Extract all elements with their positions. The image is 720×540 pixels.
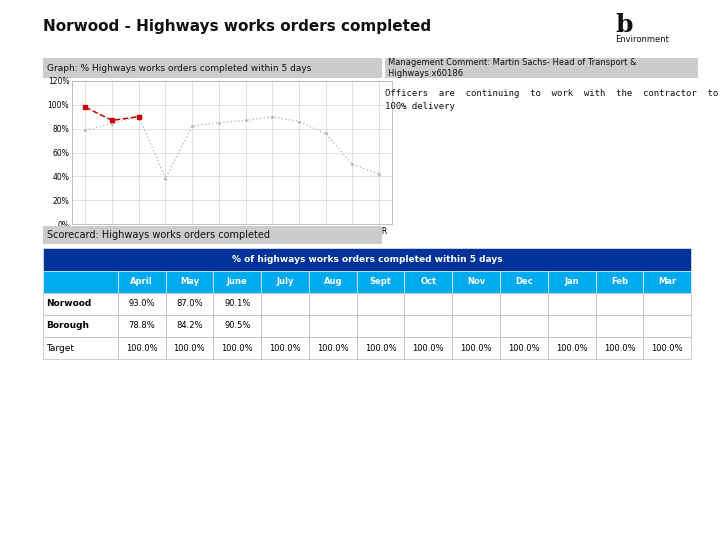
Bar bbox=[309, 271, 356, 293]
Text: Norwood: Norwood bbox=[46, 299, 91, 308]
Text: b: b bbox=[616, 14, 633, 37]
Bar bbox=[500, 293, 548, 315]
Bar bbox=[500, 337, 548, 359]
Bar bbox=[644, 337, 691, 359]
Bar bbox=[548, 293, 595, 315]
Text: 100.0%: 100.0% bbox=[508, 343, 540, 353]
Bar bbox=[595, 293, 644, 315]
Text: Jan: Jan bbox=[564, 277, 579, 286]
Bar bbox=[213, 293, 261, 315]
Text: 90.5%: 90.5% bbox=[224, 321, 251, 330]
Bar bbox=[213, 315, 261, 337]
Bar bbox=[43, 293, 118, 315]
Bar bbox=[309, 315, 356, 337]
Bar bbox=[405, 337, 452, 359]
Bar bbox=[405, 315, 452, 337]
Text: Norwood - Highways works orders completed: Norwood - Highways works orders complete… bbox=[43, 19, 431, 34]
Text: 100.0%: 100.0% bbox=[460, 343, 492, 353]
Text: 100.0%: 100.0% bbox=[174, 343, 205, 353]
Text: 100.0%: 100.0% bbox=[413, 343, 444, 353]
Text: May: May bbox=[180, 277, 199, 286]
Text: Environment: Environment bbox=[616, 35, 670, 44]
Bar bbox=[261, 271, 309, 293]
Text: 100.0%: 100.0% bbox=[365, 343, 397, 353]
Bar bbox=[166, 337, 213, 359]
Bar bbox=[309, 293, 356, 315]
Bar bbox=[261, 315, 309, 337]
Bar bbox=[595, 315, 644, 337]
Text: % of highways works orders completed within 5 days: % of highways works orders completed wit… bbox=[232, 255, 503, 264]
Text: 100.0%: 100.0% bbox=[317, 343, 348, 353]
Bar bbox=[452, 293, 500, 315]
Text: 93.0%: 93.0% bbox=[128, 299, 155, 308]
Bar bbox=[644, 271, 691, 293]
Text: Feb: Feb bbox=[611, 277, 628, 286]
Text: June: June bbox=[227, 277, 248, 286]
Text: Target: Target bbox=[46, 343, 74, 353]
Text: 78.8%: 78.8% bbox=[128, 321, 155, 330]
Bar bbox=[644, 293, 691, 315]
Text: 90.1%: 90.1% bbox=[224, 299, 251, 308]
Bar bbox=[548, 337, 595, 359]
Bar bbox=[644, 315, 691, 337]
Text: Borough: Borough bbox=[46, 321, 89, 330]
Bar bbox=[213, 337, 261, 359]
Bar bbox=[452, 271, 500, 293]
Text: Graph: % Highways works orders completed within 5 days: Graph: % Highways works orders completed… bbox=[47, 64, 311, 72]
Bar bbox=[356, 293, 405, 315]
Bar bbox=[43, 337, 118, 359]
Bar bbox=[43, 248, 691, 271]
Bar bbox=[452, 337, 500, 359]
Bar bbox=[356, 337, 405, 359]
Bar bbox=[405, 293, 452, 315]
Bar bbox=[166, 271, 213, 293]
Bar bbox=[118, 293, 166, 315]
Text: 84.2%: 84.2% bbox=[176, 321, 202, 330]
Bar bbox=[43, 315, 118, 337]
Text: Nov: Nov bbox=[467, 277, 485, 286]
Text: 100.0%: 100.0% bbox=[269, 343, 301, 353]
Bar bbox=[452, 315, 500, 337]
Bar bbox=[43, 271, 118, 293]
Bar bbox=[166, 315, 213, 337]
Text: 87.0%: 87.0% bbox=[176, 299, 203, 308]
Bar bbox=[405, 271, 452, 293]
Bar bbox=[500, 315, 548, 337]
Bar bbox=[118, 315, 166, 337]
Bar bbox=[118, 271, 166, 293]
Text: 100.0%: 100.0% bbox=[221, 343, 253, 353]
Bar bbox=[356, 315, 405, 337]
Text: Management Comment: Martin Sachs- Head of Transport &
Highways x60186: Management Comment: Martin Sachs- Head o… bbox=[388, 58, 636, 78]
Text: Officers  are  continuing  to  work  with  the  contractor  to  achieve
100% del: Officers are continuing to work with the… bbox=[385, 89, 720, 111]
Text: Mar: Mar bbox=[658, 277, 676, 286]
Bar bbox=[595, 337, 644, 359]
Text: Oct: Oct bbox=[420, 277, 436, 286]
Bar bbox=[548, 315, 595, 337]
Text: 100.0%: 100.0% bbox=[556, 343, 588, 353]
Text: 100.0%: 100.0% bbox=[652, 343, 683, 353]
Text: Sept: Sept bbox=[369, 277, 392, 286]
Bar bbox=[500, 271, 548, 293]
Bar bbox=[309, 337, 356, 359]
Bar bbox=[261, 337, 309, 359]
Bar bbox=[261, 293, 309, 315]
Bar bbox=[118, 337, 166, 359]
Text: July: July bbox=[276, 277, 294, 286]
Text: Aug: Aug bbox=[323, 277, 342, 286]
Bar bbox=[356, 271, 405, 293]
Bar bbox=[548, 271, 595, 293]
Bar bbox=[166, 293, 213, 315]
Text: April: April bbox=[130, 277, 153, 286]
Bar bbox=[213, 271, 261, 293]
Text: 100.0%: 100.0% bbox=[126, 343, 158, 353]
Bar bbox=[595, 271, 644, 293]
Text: Scorecard: Highways works orders completed: Scorecard: Highways works orders complet… bbox=[47, 230, 269, 240]
Text: 100.0%: 100.0% bbox=[603, 343, 635, 353]
Text: Dec: Dec bbox=[515, 277, 533, 286]
